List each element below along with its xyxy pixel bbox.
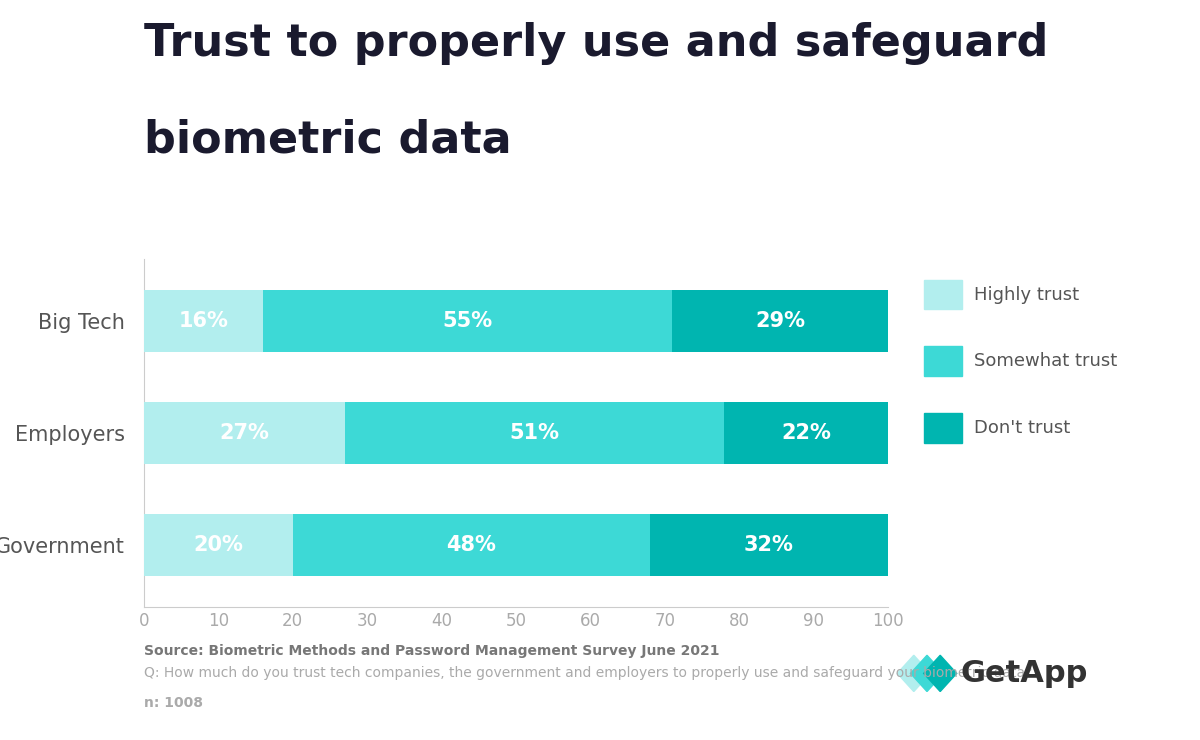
Text: Trust to properly use and safeguard: Trust to properly use and safeguard bbox=[144, 22, 1049, 65]
Text: 55%: 55% bbox=[443, 311, 493, 331]
Bar bbox=[263, 290, 672, 351]
Text: 29%: 29% bbox=[755, 311, 805, 331]
Bar bbox=[144, 402, 344, 464]
Text: 22%: 22% bbox=[781, 423, 832, 443]
Text: biometric data: biometric data bbox=[144, 118, 511, 161]
Bar bbox=[144, 514, 293, 576]
Text: 48%: 48% bbox=[446, 535, 497, 555]
Bar bbox=[344, 402, 725, 464]
Text: 20%: 20% bbox=[193, 535, 244, 555]
Bar bbox=[293, 514, 650, 576]
Text: Somewhat trust: Somewhat trust bbox=[974, 352, 1117, 370]
Text: Don't trust: Don't trust bbox=[974, 419, 1070, 437]
Bar bbox=[672, 290, 888, 351]
Text: Highly trust: Highly trust bbox=[974, 286, 1080, 303]
Text: GetApp: GetApp bbox=[960, 659, 1087, 688]
Text: 16%: 16% bbox=[179, 311, 228, 331]
Text: n: 1008: n: 1008 bbox=[144, 696, 203, 710]
Polygon shape bbox=[924, 656, 956, 691]
Polygon shape bbox=[911, 656, 943, 691]
Text: 27%: 27% bbox=[220, 423, 269, 443]
Bar bbox=[725, 402, 888, 464]
Bar bbox=[144, 290, 263, 351]
Text: Source: Biometric Methods and Password Management Survey June 2021: Source: Biometric Methods and Password M… bbox=[144, 644, 720, 658]
Text: Q: How much do you trust tech companies, the government and employers to properl: Q: How much do you trust tech companies,… bbox=[144, 666, 1032, 680]
Text: 32%: 32% bbox=[744, 535, 794, 555]
Polygon shape bbox=[898, 656, 930, 691]
Text: 51%: 51% bbox=[510, 423, 559, 443]
Bar bbox=[650, 514, 888, 576]
